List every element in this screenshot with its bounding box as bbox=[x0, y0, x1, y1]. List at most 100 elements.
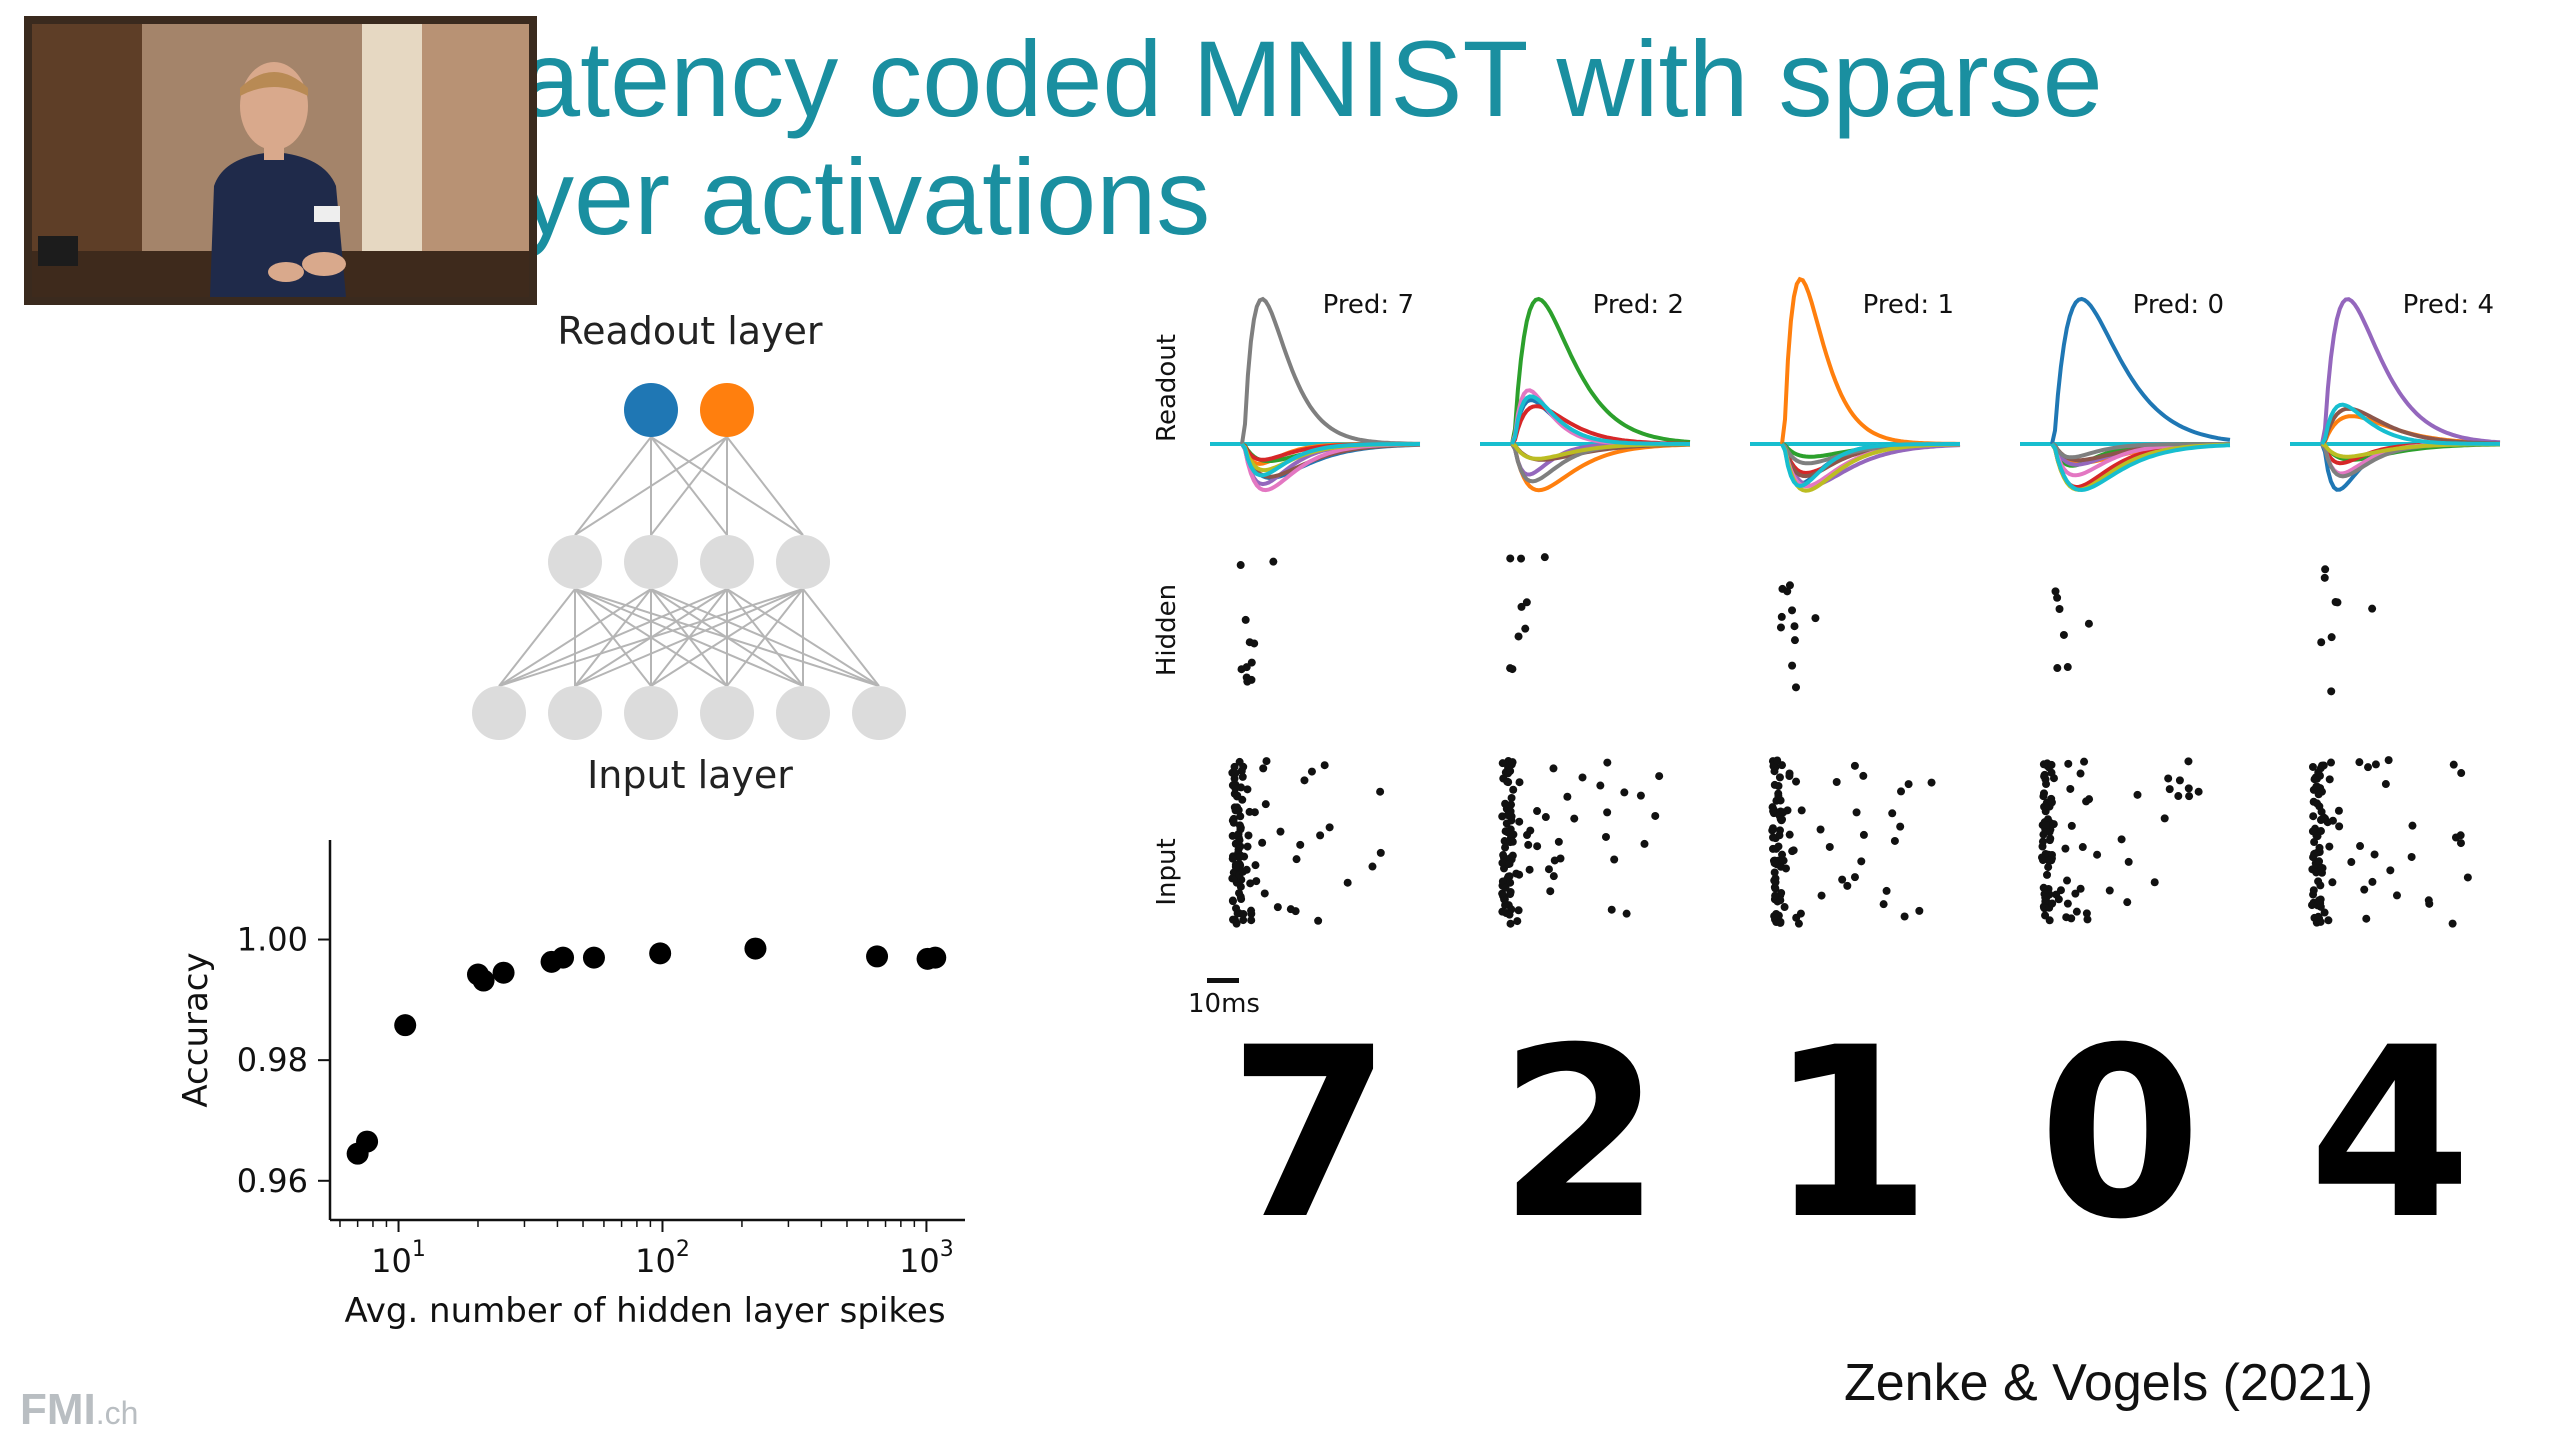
hidden-spike bbox=[2053, 664, 2062, 673]
connection-input-hidden bbox=[574, 588, 652, 687]
connection-input-hidden bbox=[650, 588, 880, 687]
input-spike bbox=[1245, 807, 1254, 816]
input-spike bbox=[2407, 852, 2416, 861]
input-spike bbox=[2044, 856, 2053, 865]
input-spike bbox=[1260, 889, 1269, 898]
input-spike bbox=[1796, 909, 1805, 918]
input-spike bbox=[1563, 792, 1572, 801]
input-spike bbox=[2078, 843, 2087, 852]
input-spike bbox=[1770, 859, 1779, 868]
hidden-spike bbox=[1517, 602, 1526, 611]
input-spike bbox=[1307, 767, 1316, 776]
input-spike bbox=[1554, 837, 1563, 846]
hidden-spike bbox=[1514, 632, 1523, 641]
input-spike bbox=[1506, 890, 1515, 899]
hidden-spike bbox=[2084, 619, 2093, 628]
input-spike bbox=[1246, 879, 1255, 888]
input-spike bbox=[1622, 909, 1631, 918]
input-spike bbox=[1904, 780, 1913, 789]
connection-input-hidden bbox=[574, 588, 804, 687]
hidden-spikes bbox=[2317, 565, 2377, 696]
hidden-spike bbox=[1791, 683, 1800, 692]
input-spike bbox=[2076, 884, 2085, 893]
input-spike bbox=[1505, 910, 1514, 919]
input-spike bbox=[2042, 780, 2051, 789]
hidden-spike bbox=[1790, 636, 1799, 645]
hidden-spike bbox=[1788, 606, 1797, 615]
scatter-point bbox=[649, 942, 672, 965]
prediction-label: Pred: 4 bbox=[2403, 290, 2494, 320]
x-tick-exponent: 2 bbox=[676, 1237, 690, 1262]
input-spike bbox=[1797, 806, 1806, 815]
input-spike bbox=[2038, 837, 2047, 846]
input-spikes bbox=[2308, 756, 2472, 928]
input-spike bbox=[2315, 843, 2324, 852]
input-spike bbox=[1769, 833, 1778, 842]
hidden-spike bbox=[1785, 581, 1794, 590]
input-spike bbox=[1228, 896, 1237, 905]
hidden-spike bbox=[1247, 675, 1256, 684]
input-spike bbox=[1292, 855, 1301, 864]
input-layer-label: Input layer bbox=[587, 753, 793, 797]
hidden-spike bbox=[1236, 561, 1245, 570]
input-spike bbox=[1505, 872, 1514, 881]
input-spike bbox=[1780, 903, 1789, 912]
input-spike bbox=[2314, 768, 2323, 777]
slide-title: atency coded MNIST with sparse yer activ… bbox=[520, 20, 2103, 256]
input-spike bbox=[1770, 876, 1779, 885]
input-spike bbox=[1316, 831, 1325, 840]
input-spike bbox=[2315, 857, 2324, 866]
input-spike bbox=[1229, 818, 1238, 827]
x-tick-base: 10 bbox=[635, 1242, 676, 1280]
input-spike bbox=[2310, 850, 2319, 859]
input-spike bbox=[1231, 862, 1240, 871]
hidden-spike bbox=[2331, 597, 2340, 606]
input-spike bbox=[2309, 886, 2318, 895]
input-spike bbox=[1601, 832, 1610, 841]
input-spike bbox=[1777, 888, 1786, 897]
readout-neuron bbox=[700, 383, 754, 437]
input-spike bbox=[2360, 885, 2369, 894]
input-spike bbox=[1533, 842, 1542, 851]
scatter-point bbox=[492, 961, 515, 984]
x-tick-labels: 101 102 103 bbox=[371, 1237, 954, 1280]
input-spike bbox=[2316, 917, 2325, 926]
input-spike bbox=[1229, 915, 1238, 924]
scatter-points bbox=[346, 937, 947, 1165]
input-spikes bbox=[1228, 757, 1385, 928]
prediction-label: Pred: 2 bbox=[1593, 290, 1684, 320]
hidden-neuron bbox=[624, 535, 678, 589]
input-spike bbox=[2064, 759, 2073, 768]
input-spike bbox=[1523, 831, 1532, 840]
input-spike bbox=[1785, 772, 1794, 781]
input-spike bbox=[2364, 763, 2373, 772]
input-spike bbox=[2049, 774, 2058, 783]
network-neurons bbox=[472, 383, 906, 740]
input-spike bbox=[2319, 813, 2328, 822]
readout-trace bbox=[2320, 402, 2500, 446]
input-spike bbox=[2071, 889, 2080, 898]
hidden-spike bbox=[1522, 598, 1531, 607]
connection-hidden-readout bbox=[650, 436, 804, 536]
input-spike bbox=[2040, 772, 2049, 781]
input-spike bbox=[1498, 889, 1507, 898]
scatter-point bbox=[394, 1014, 417, 1037]
input-spike bbox=[1376, 848, 1385, 857]
input-spike bbox=[1230, 762, 1239, 771]
readout-layer-label: Readout layer bbox=[557, 309, 823, 353]
input-spike bbox=[2326, 758, 2335, 767]
prediction-label: Pred: 7 bbox=[1323, 290, 1414, 320]
hidden-neuron bbox=[776, 535, 830, 589]
input-spike bbox=[1506, 807, 1515, 816]
input-spike bbox=[1273, 903, 1282, 912]
input-spike bbox=[1636, 791, 1645, 800]
input-spike bbox=[2312, 782, 2321, 791]
hidden-spike bbox=[1788, 661, 1797, 670]
input-spike bbox=[2313, 832, 2322, 841]
input-spike bbox=[2042, 893, 2051, 902]
input-spike bbox=[2042, 827, 2051, 836]
readout-trace bbox=[1240, 442, 1420, 478]
y-tick-labels: 0.96 0.98 1.00 bbox=[237, 921, 308, 1200]
input-spike bbox=[1778, 815, 1787, 824]
